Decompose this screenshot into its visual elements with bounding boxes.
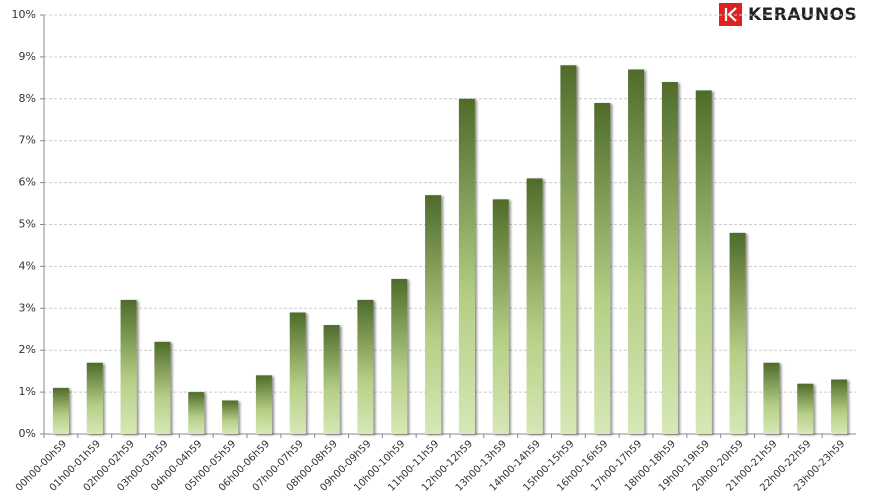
y-tick-label: 0% [19,427,36,440]
bar [120,299,137,434]
y-tick-label: 5% [19,218,36,231]
bar [831,379,848,434]
bar [458,98,475,435]
y-tick-label: 4% [19,259,36,272]
bar [323,325,340,434]
bar [52,387,69,434]
bar [154,341,171,434]
bar [797,383,814,434]
bar [255,375,272,434]
bar [188,392,205,434]
y-tick-label: 2% [19,343,36,356]
bar [526,178,543,434]
y-tick-label: 9% [19,50,36,63]
bar [695,90,712,435]
bar [289,312,306,434]
bar [763,362,780,434]
logo-text: KERAUNOS [748,5,857,25]
bar [560,65,577,434]
y-tick-label: 8% [19,92,36,105]
bar [729,232,746,434]
y-tick-label: 7% [19,134,36,147]
bar [628,69,645,434]
bar [222,400,239,434]
y-tick-label: 1% [19,385,36,398]
y-tick-label: 6% [19,176,36,189]
bar [86,362,103,434]
y-tick-label: 10% [12,8,36,21]
bar [661,82,678,434]
y-tick-label: 3% [19,301,36,314]
bar [492,199,509,434]
bar [357,299,374,434]
bar [594,102,611,435]
bar [391,278,408,434]
bar [425,195,442,434]
